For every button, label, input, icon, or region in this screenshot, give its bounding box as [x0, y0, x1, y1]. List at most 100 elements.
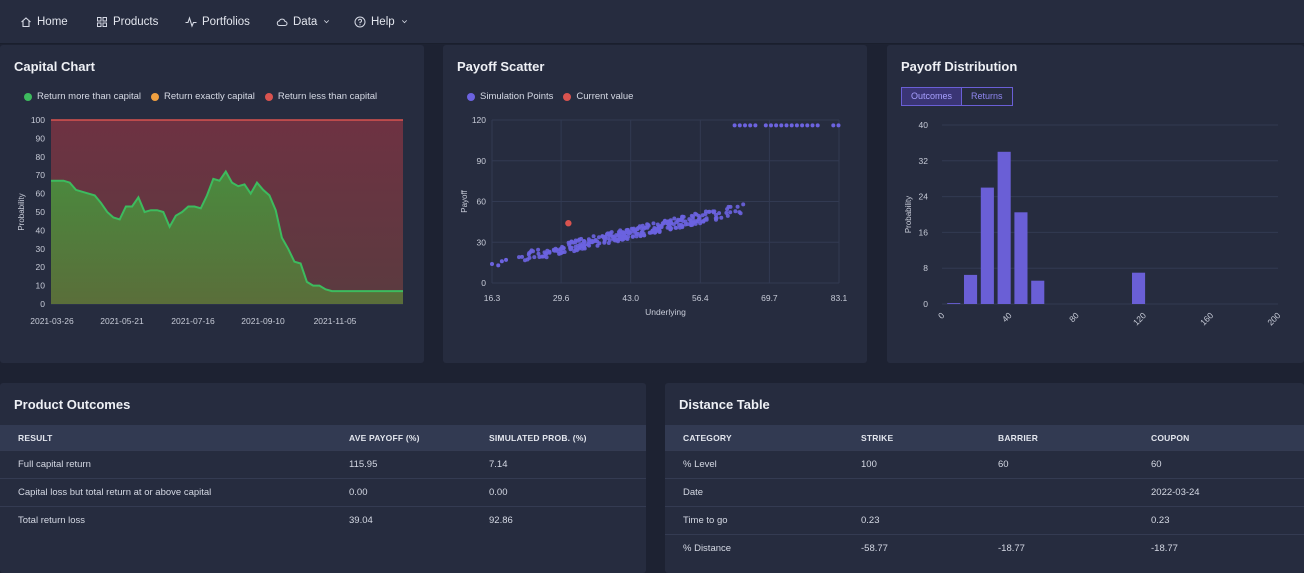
- table-row: Capital loss but total return at or abov…: [0, 478, 646, 507]
- payoff-scatter-legend: Simulation Points Current value: [467, 91, 633, 102]
- simulation-point: [733, 209, 738, 214]
- distance-table: CATEGORY STRIKE BARRIER COUPON % Level 1…: [665, 425, 1304, 562]
- simulation-point: [540, 254, 545, 259]
- table-row: Total return loss 39.04 92.86: [0, 506, 646, 534]
- capital-chart-plot: 0 10 20 30 40 50 60 70 80 90 100 2021-03-26 2021-05-…: [17, 115, 403, 326]
- simulation-point: [577, 246, 582, 251]
- simulation-point: [597, 241, 602, 246]
- payoff-distribution-title: Payoff Distribution: [901, 59, 1018, 74]
- table-cell: Time to go: [665, 506, 861, 535]
- simulation-point: [748, 123, 753, 128]
- table-header-row: CATEGORY STRIKE BARRIER COUPON: [665, 425, 1304, 451]
- help-circle-icon: [354, 16, 366, 27]
- area-more-than-capital: [51, 171, 403, 304]
- column-header-barrier: BARRIER: [998, 425, 1151, 451]
- simulation-point: [568, 245, 573, 250]
- y-tick-label: 20: [36, 262, 46, 272]
- table-cell: 92.86: [489, 506, 646, 534]
- x-tick-label: 29.6: [553, 293, 570, 303]
- x-tick-label: 0: [936, 310, 947, 321]
- table-cell: 0.23: [1151, 506, 1304, 535]
- table-cell: % Level: [665, 450, 861, 479]
- simulation-point: [496, 263, 501, 268]
- legend-dot-exact: [151, 92, 160, 101]
- simulation-point: [815, 123, 820, 128]
- current-value-point: [565, 220, 572, 227]
- simulation-point: [725, 213, 730, 218]
- nav-home[interactable]: Home: [20, 0, 68, 43]
- simulation-point: [735, 204, 740, 209]
- simulation-point: [616, 230, 621, 234]
- column-header-strike: STRIKE: [861, 425, 998, 451]
- legend-label-exact: Return exactly capital: [164, 91, 255, 102]
- simulation-point: [680, 224, 685, 229]
- simulation-point: [639, 226, 644, 231]
- simulation-point: [805, 123, 810, 128]
- cloud-icon: [276, 18, 288, 26]
- x-tick-label: 69.7: [761, 293, 778, 303]
- table-cell: 2022-03-24: [1151, 478, 1304, 507]
- simulation-point: [696, 214, 701, 218]
- simulation-point: [579, 243, 584, 248]
- simulation-point: [504, 257, 509, 262]
- y-tick-label: 60: [36, 189, 46, 199]
- nav-products[interactable]: Products: [96, 0, 158, 43]
- simulation-point: [536, 251, 541, 256]
- nav-home-label: Home: [37, 15, 68, 28]
- simulation-point: [499, 259, 504, 264]
- simulation-point: [547, 249, 552, 254]
- table-cell: 7.14: [489, 450, 646, 479]
- legend-dot-current: [563, 92, 572, 101]
- distance-table-card: Distance Table CATEGORY STRIKE BARRIER C…: [665, 383, 1304, 573]
- simulation-point: [620, 230, 625, 235]
- simulation-point: [680, 214, 685, 219]
- legend-entry-less[interactable]: Return less than capital: [264, 91, 378, 102]
- y-tick-label: 40: [919, 120, 929, 130]
- legend-entry-more[interactable]: Return more than capital: [24, 91, 141, 102]
- x-tick-label: 2021-05-21: [100, 316, 144, 326]
- toggle-returns[interactable]: Returns: [962, 87, 1013, 106]
- legend-entry-exact[interactable]: Return exactly capital: [151, 91, 255, 102]
- simulation-point: [700, 213, 705, 218]
- y-tick-label: 0: [40, 299, 45, 309]
- y-axis-label: Probability: [904, 196, 913, 233]
- simulation-point: [593, 238, 598, 243]
- table-cell: [998, 506, 1151, 535]
- simulation-point: [618, 233, 622, 238]
- simulation-point: [582, 239, 587, 243]
- y-tick-label: 10: [36, 281, 46, 291]
- simulation-point: [724, 210, 729, 215]
- simulation-point: [647, 230, 652, 235]
- table-cell: % Distance: [665, 534, 861, 562]
- column-header-simulated-prob: SIMULATED PROB. (%): [489, 425, 646, 451]
- toggle-outcomes[interactable]: Outcomes: [901, 87, 963, 106]
- legend-entry-current[interactable]: Current value: [563, 91, 633, 102]
- nav-data-dropdown[interactable]: Data: [276, 0, 331, 43]
- chevron-down-icon: [401, 20, 407, 24]
- table-cell: 0.23: [861, 506, 998, 535]
- simulation-point: [712, 209, 717, 214]
- nav-help-dropdown[interactable]: Help: [354, 0, 409, 43]
- simulation-point: [703, 209, 708, 214]
- nav-portfolios[interactable]: Portfolios: [185, 0, 250, 43]
- y-tick-label: 0: [923, 299, 928, 309]
- simulation-point: [638, 234, 643, 239]
- simulation-point: [628, 231, 632, 235]
- simulation-point: [591, 234, 596, 239]
- legend-entry-simulation[interactable]: Simulation Points: [467, 91, 553, 102]
- simulation-point: [615, 237, 620, 242]
- simulation-point: [603, 235, 607, 240]
- simulation-point: [517, 255, 521, 260]
- simulation-point: [559, 246, 564, 251]
- simulation-point: [562, 250, 567, 254]
- legend-label-less: Return less than capital: [277, 91, 378, 102]
- simulation-point: [728, 210, 733, 215]
- simulation-point: [703, 217, 707, 222]
- legend-label-more: Return more than capital: [37, 91, 142, 102]
- table-cell: 115.95: [349, 450, 489, 479]
- histogram-bar: [964, 274, 978, 304]
- simulation-point: [611, 236, 616, 241]
- simulation-point: [674, 225, 679, 230]
- simulation-point: [634, 231, 639, 236]
- y-tick-label: 30: [36, 244, 46, 254]
